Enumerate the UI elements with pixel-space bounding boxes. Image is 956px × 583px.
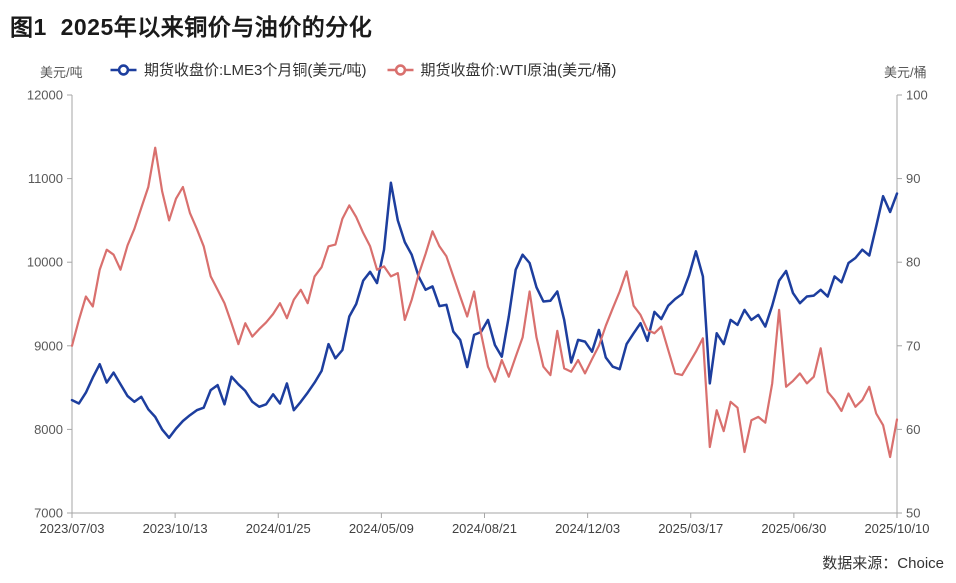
left-axis-tick-label: 12000 [27, 88, 63, 103]
chart-title: 图1 2025年以来铜价与油价的分化 [10, 14, 373, 40]
x-axis-tick-label: 2024/05/09 [349, 521, 414, 536]
right-axis-tick-label: 100 [906, 88, 928, 103]
left-axis-tick-label: 8000 [34, 422, 63, 437]
wti-line-marker-icon [387, 63, 414, 76]
right-axis-tick-label: 90 [906, 171, 920, 186]
wti-series-line [70, 146, 899, 459]
left-axis-tick-label: 7000 [34, 506, 63, 521]
x-axis-tick-label: 2024/01/25 [246, 521, 311, 536]
x-axis-tick-label: 2025/03/17 [658, 521, 723, 536]
left-axis-tick-label: 10000 [27, 255, 63, 270]
x-axis-tick-label: 2025/06/30 [761, 521, 826, 536]
copper-line-marker-icon [110, 63, 137, 76]
data-source-note: 数据来源：Choice [822, 555, 944, 572]
chart-legend: 期货收盘价:LME3个月铜(美元/吨) 期货收盘价:WTI原油(美元/桶) [110, 59, 616, 80]
left-axis-tick-label: 11000 [28, 171, 63, 186]
left-axis-unit-label: 美元/吨 [40, 65, 83, 80]
x-axis-tick-label: 2023/10/13 [143, 521, 208, 536]
copper-series-line [70, 181, 899, 440]
legend-item-copper: 期货收盘价:LME3个月铜(美元/吨) [110, 59, 367, 80]
right-axis-tick-label: 60 [906, 422, 920, 437]
legend-label-copper: 期货收盘价:LME3个月铜(美元/吨) [144, 62, 367, 79]
legend-label-wti: 期货收盘价:WTI原油(美元/桶) [420, 62, 617, 79]
x-axis-tick-label: 2024/08/21 [452, 521, 517, 536]
x-axis-tick-label: 2023/07/03 [39, 521, 104, 536]
right-axis-tick-label: 80 [906, 255, 920, 270]
right-axis-tick-label: 50 [906, 506, 920, 521]
legend-item-wti: 期货收盘价:WTI原油(美元/桶) [387, 59, 617, 80]
x-axis-tick-label: 2025/10/10 [864, 521, 929, 536]
right-axis-tick-label: 70 [906, 338, 920, 353]
left-axis-tick-label: 9000 [34, 338, 63, 353]
right-axis-unit-label: 美元/桶 [884, 65, 927, 80]
x-axis-tick-label: 2024/12/03 [555, 521, 620, 536]
axis-lines [71, 95, 898, 514]
